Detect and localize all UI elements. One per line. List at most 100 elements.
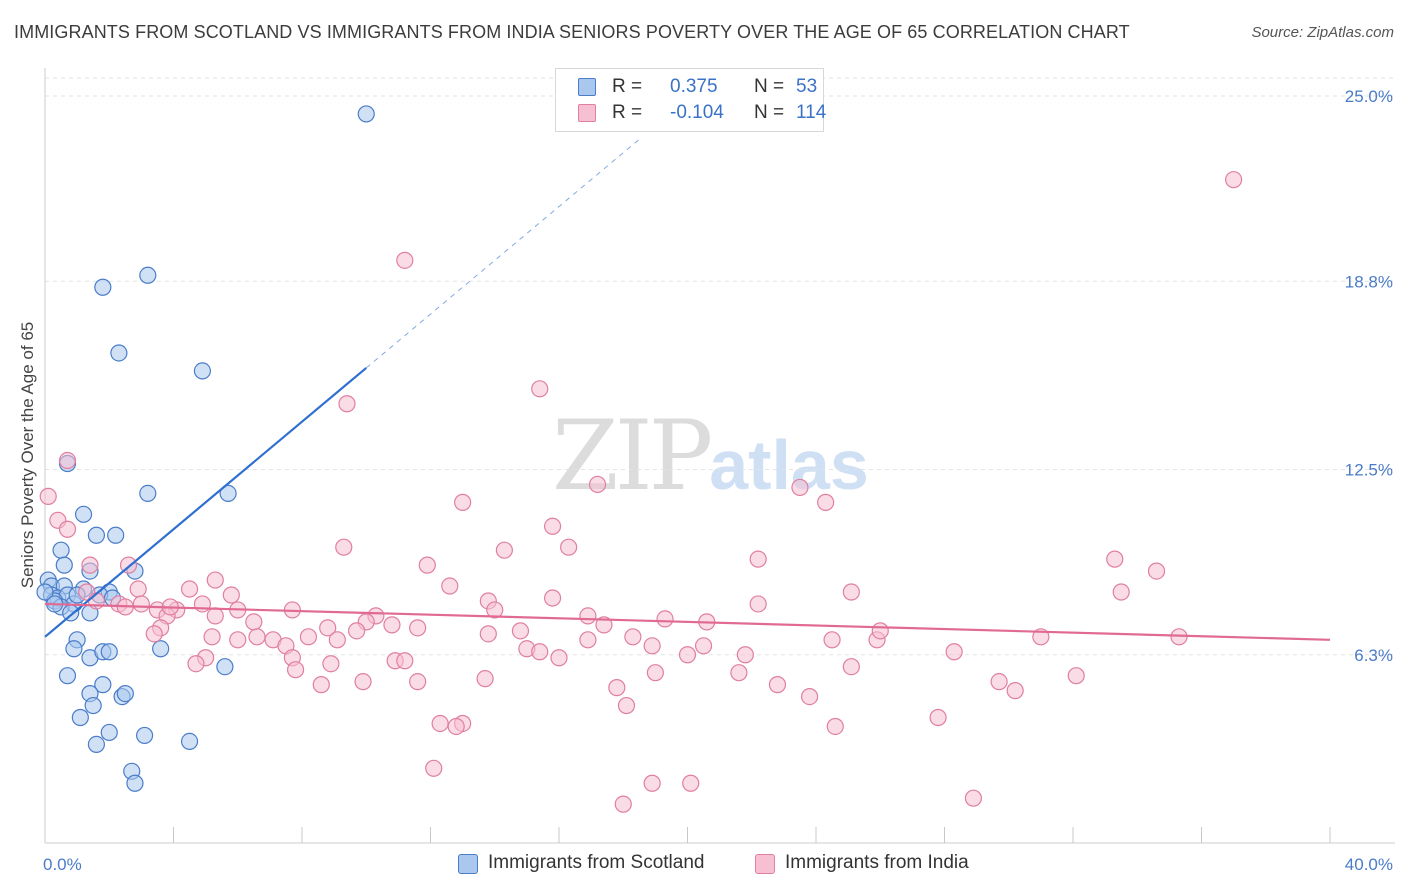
data-point [730,664,748,682]
data-point [791,478,809,497]
data-point [348,622,366,640]
y-tick-label: 25.0% [1345,87,1393,106]
data-point [990,673,1008,691]
data-point [229,631,247,649]
data-point [139,484,157,503]
data-point [116,684,134,703]
data-point [180,732,199,751]
data-point [286,661,305,679]
data-point [425,759,443,777]
correlation-legend: R = 0.375 N = 53 R = -0.104 N = 114 [555,68,827,132]
data-point [132,595,150,613]
india-trend-line [44,602,1331,641]
data-point [800,687,819,706]
data-point [58,520,77,538]
data-point [614,795,632,813]
data-point [595,616,613,634]
data-point [206,571,224,589]
data-point [560,538,578,556]
data-point [826,717,844,736]
data-point [476,670,494,688]
scotland-legend-label: Immigrants from Scotland [488,852,705,873]
india-swatch [578,104,596,122]
data-point [62,604,80,622]
data-point [299,628,318,646]
y-axis-label: Seniors Poverty Over the Age of 65 [18,322,37,588]
data-point [245,613,263,631]
data-point [643,774,661,792]
data-point [531,643,549,661]
data-point [842,658,860,676]
india-n-value: 114 [796,102,827,123]
data-point [694,637,713,655]
data-point [312,676,330,694]
chart-title: IMMIGRANTS FROM SCOTLAND VS IMMIGRANTS F… [14,22,1130,42]
data-point [180,580,199,598]
data-point [768,676,787,694]
data-point [643,637,661,655]
data-point [71,708,89,727]
trend-lines [44,138,1331,641]
grid-lines [45,77,1395,656]
data-point [441,577,459,595]
data-point [1106,550,1124,568]
data-point [135,726,154,745]
data-point [431,714,449,733]
data-point [203,628,221,646]
india-r-label: R = [612,102,643,123]
data-point [945,643,963,661]
data-point [608,679,626,697]
data-point [624,628,642,646]
data-point [396,652,414,670]
x-tick-label-min: 0.0% [43,855,82,874]
data-point [1067,667,1085,685]
data-point [129,580,147,598]
data-point [531,380,549,398]
data-point [222,586,240,604]
data-point [335,538,353,556]
data-point [52,541,70,559]
scotland-r-label: R = [612,76,643,97]
data-point [145,625,163,643]
data-point [617,696,636,715]
scotland-n-value: 53 [796,76,818,97]
data-point [55,556,73,574]
y-tick-label: 6.3% [1354,646,1393,665]
data-point [749,595,767,613]
data-point [338,395,356,413]
scotland-swatch [578,78,596,96]
data-point [543,517,562,535]
data-point [100,643,118,661]
data-point [187,655,205,673]
data-point [871,622,889,640]
data-point [396,251,414,269]
y-tick-label: 12.5% [1345,461,1393,480]
data-point [39,487,57,505]
data-point [87,526,106,544]
data-point [486,601,504,619]
data-point [139,266,157,284]
data-point [479,625,497,643]
data-point [929,708,947,727]
data-point [58,451,77,470]
data-point [550,649,568,667]
data-point [319,619,337,637]
data-point [58,667,77,685]
data-point [87,735,106,753]
data-point [656,610,674,628]
data-point [126,774,144,792]
axes [44,68,1395,844]
data-point [216,658,234,676]
data-point [206,607,224,625]
data-point [354,673,372,691]
data-point [219,484,237,503]
data-point [81,556,99,574]
data-point [84,696,102,715]
axis-labels: 6.3% 12.5% 18.8% 25.0% 0.0% 40.0% Seniors Pove… [18,87,1393,874]
data-point [357,105,375,123]
data-point [418,556,436,574]
data-point [749,550,767,568]
x-tick-label-max: 40.0% [1345,855,1393,874]
y-tick-label: 18.8% [1345,272,1393,291]
scotland-r-value: 0.375 [670,76,718,97]
